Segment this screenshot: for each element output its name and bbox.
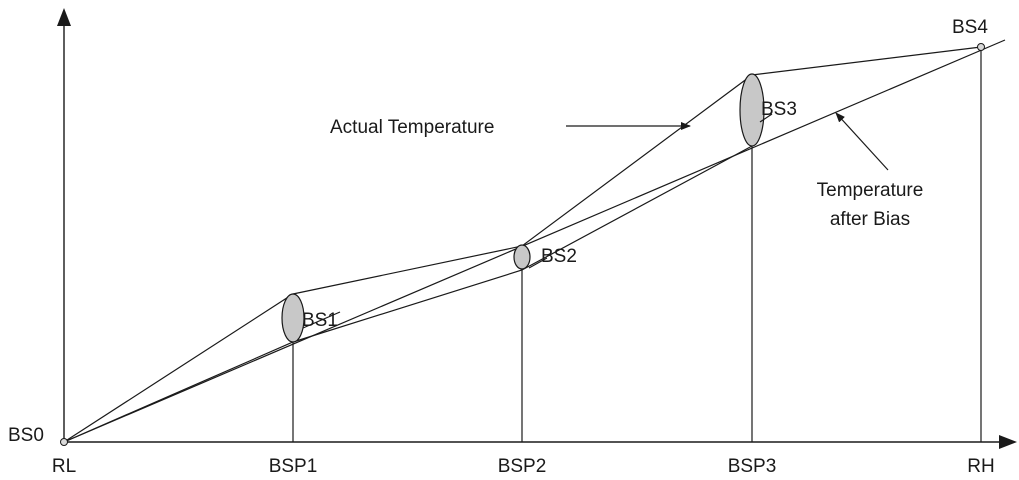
- bs2-leader-line: [528, 257, 548, 269]
- actual-temperature-lower-line: [63, 145, 753, 443]
- annotation-actual-temperature: Actual Temperature: [330, 117, 494, 138]
- bias-ellipse-bs3: [739, 73, 765, 147]
- x-axis-arrow-icon: [999, 435, 1017, 449]
- annotation-temperature-after-bias-line2: after Bias: [830, 209, 910, 230]
- annotation-temperature-after-bias-line1: Temperature: [817, 180, 924, 201]
- x-label-rl: RL: [52, 456, 76, 477]
- label-bs2: BS2: [541, 246, 577, 267]
- label-bs0: BS0: [8, 425, 44, 446]
- label-bs4: BS4: [952, 17, 988, 38]
- bs3-leader-line: [759, 113, 773, 123]
- x-label-bsp3: BSP3: [728, 456, 777, 477]
- bs4-point: [977, 43, 985, 51]
- temperature-after-bias-line: [63, 39, 1006, 443]
- temperature-after-bias-pointer-arrow: [835, 112, 889, 171]
- x-label-bsp1: BSP1: [269, 456, 318, 477]
- x-label-rh: RH: [967, 456, 994, 477]
- label-bs3: BS3: [761, 99, 797, 120]
- label-bs1: BS1: [302, 310, 338, 331]
- bs1-leader-line: [302, 311, 341, 329]
- bias-ellipse-bs1: [281, 293, 305, 343]
- y-axis-arrow-icon: [57, 8, 71, 26]
- x-label-bsp2: BSP2: [498, 456, 547, 477]
- bias-ellipse-bs2: [513, 244, 531, 270]
- bs0-point: [60, 438, 68, 446]
